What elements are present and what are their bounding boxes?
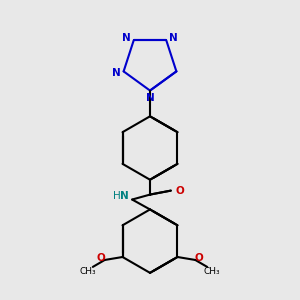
- Text: N: N: [146, 94, 154, 103]
- Text: O: O: [195, 253, 204, 263]
- Text: O: O: [175, 186, 184, 196]
- Text: N: N: [169, 33, 178, 43]
- Text: N: N: [122, 33, 131, 43]
- Text: H: H: [113, 190, 121, 201]
- Text: O: O: [96, 253, 105, 263]
- Text: CH₃: CH₃: [204, 267, 220, 276]
- Text: N: N: [112, 68, 121, 78]
- Text: CH₃: CH₃: [80, 267, 96, 276]
- Text: N: N: [120, 190, 129, 201]
